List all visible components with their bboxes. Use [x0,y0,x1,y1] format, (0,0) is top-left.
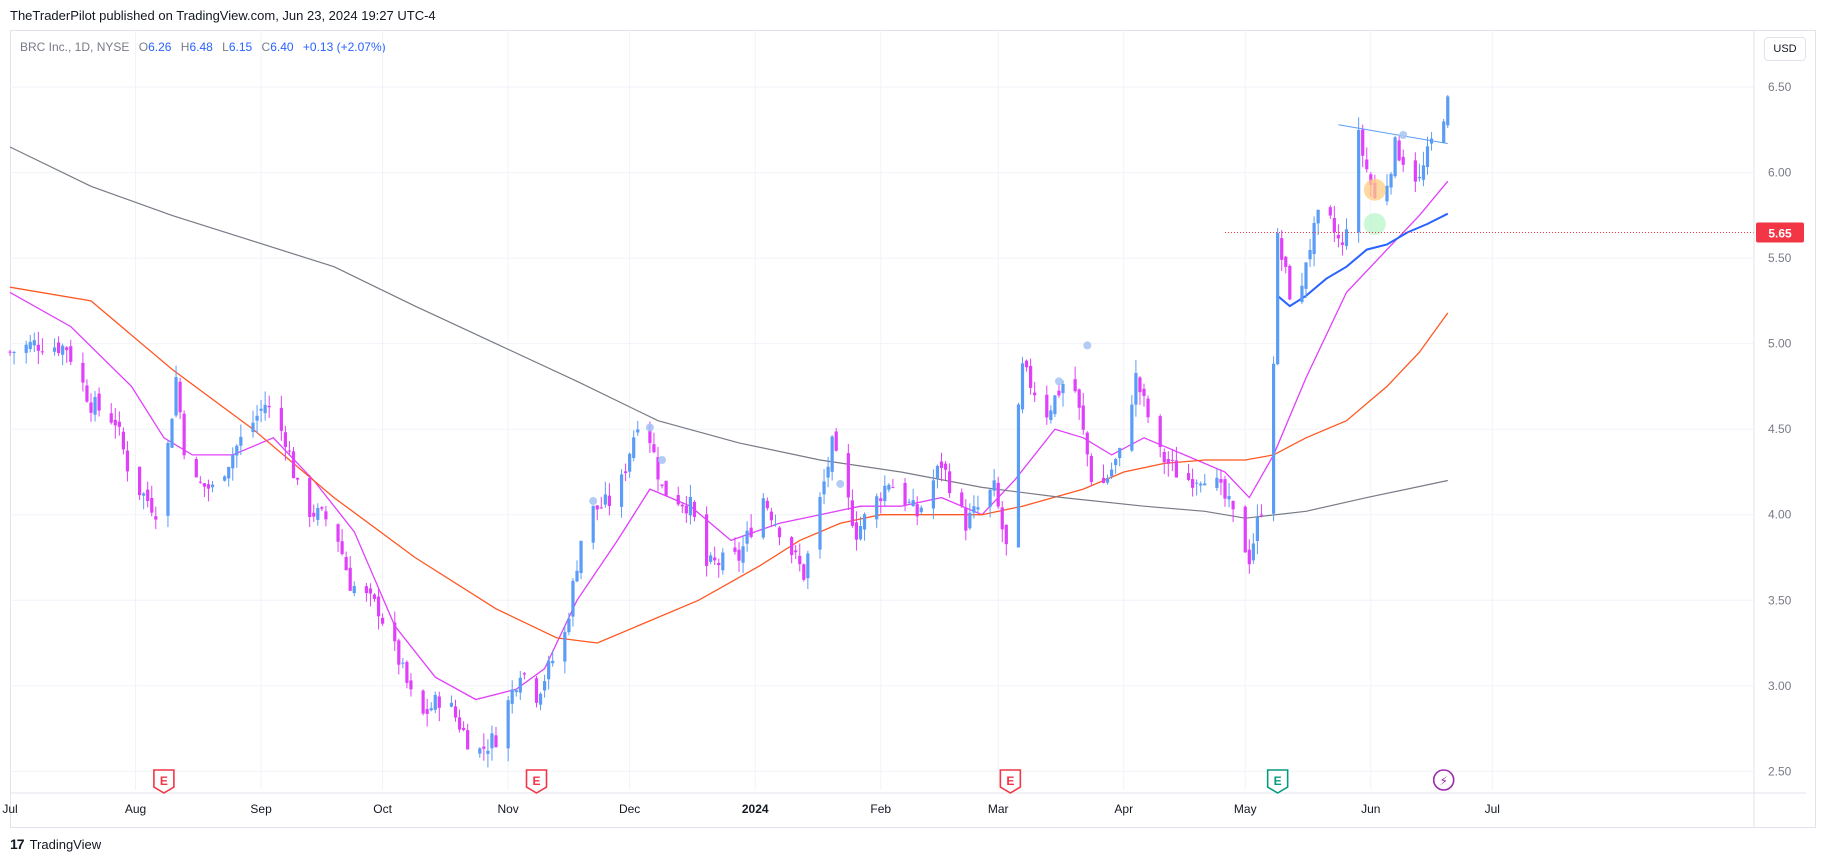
footer-brand-label: TradingView [29,836,102,852]
symbol-legend: BRC Inc., 1D, NYSE O6.26 H6.48 L6.15 C6.… [20,40,386,54]
change-value: +0.13 (+2.07%) [302,40,386,54]
publisher-caption: TheTraderPilot published on TradingView.… [10,8,436,23]
low-value: 6.15 [228,40,253,54]
open-label: O [138,40,149,54]
low-label: L [222,40,229,54]
chart-pane[interactable] [10,30,1816,828]
symbol-name[interactable]: BRC Inc., 1D, NYSE [20,40,130,54]
footer-brand: 17 TradingView [10,836,101,852]
open-value: 6.26 [148,40,172,54]
close-value: 6.40 [270,40,294,54]
high-label: H [180,40,190,54]
tradingview-logo-icon: 17 [10,836,25,852]
high-value: 6.48 [189,40,213,54]
currency-button[interactable]: USD [1764,37,1806,61]
close-label: C [261,40,271,54]
